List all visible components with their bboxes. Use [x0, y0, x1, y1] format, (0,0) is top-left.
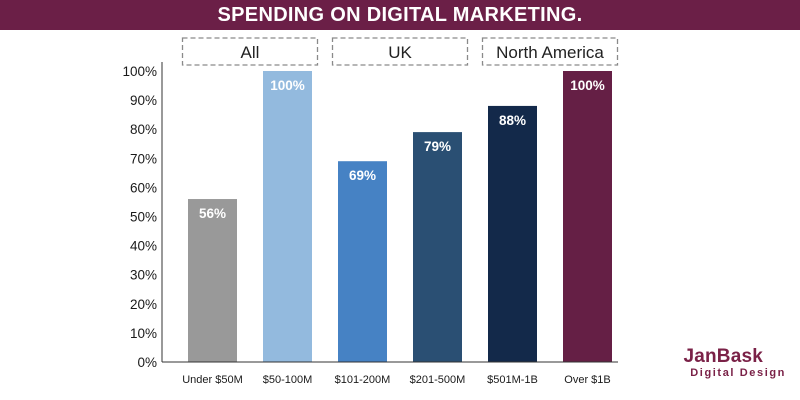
bar	[413, 132, 462, 362]
y-tick-label: 20%	[130, 297, 157, 312]
y-tick-label: 90%	[130, 93, 157, 108]
title-band: SPENDING ON DIGITAL MARKETING.	[0, 0, 800, 30]
y-tick-label: 30%	[130, 268, 157, 283]
group-box	[331, 37, 469, 66]
group-label: North America	[496, 43, 604, 62]
bar-value-label: 100%	[570, 78, 605, 93]
y-tick-label: 100%	[122, 64, 157, 79]
y-tick-label: 10%	[130, 326, 157, 341]
group-label: UK	[388, 43, 412, 62]
logo-subtitle: Digital Design	[690, 367, 786, 379]
bar-value-label: 56%	[199, 206, 226, 221]
x-tick-label: $501M-1B	[487, 374, 538, 386]
x-tick-label: Under $50M	[182, 374, 243, 386]
bar	[263, 71, 312, 362]
bar-value-label: 88%	[499, 113, 526, 128]
bar	[338, 161, 387, 362]
chart-title: SPENDING ON DIGITAL MARKETING.	[217, 3, 583, 26]
x-tick-label: $50-100M	[263, 374, 313, 386]
bar	[488, 105, 537, 363]
logo-name: JanBask	[683, 346, 763, 367]
y-tick-label: 40%	[130, 239, 157, 254]
y-tick-label: 70%	[130, 151, 157, 166]
janbask-logo: JanBask Digital Design	[666, 346, 786, 386]
y-tick-label: 50%	[130, 210, 157, 225]
x-tick-label: $201-500M	[410, 374, 466, 386]
bar	[563, 71, 612, 362]
bar-value-label: 79%	[424, 139, 451, 154]
group-box	[181, 37, 319, 66]
x-tick-label: $101-200M	[335, 374, 391, 386]
bar-value-label: 69%	[349, 168, 376, 183]
bar	[188, 199, 237, 362]
x-tick-label: Over $1B	[564, 374, 610, 386]
y-tick-label: 80%	[130, 122, 157, 137]
y-tick-label: 0%	[137, 355, 157, 370]
y-tick-label: 60%	[130, 180, 157, 195]
bar-value-label: 100%	[270, 78, 305, 93]
group-box	[481, 37, 619, 66]
group-label: All	[241, 43, 260, 62]
